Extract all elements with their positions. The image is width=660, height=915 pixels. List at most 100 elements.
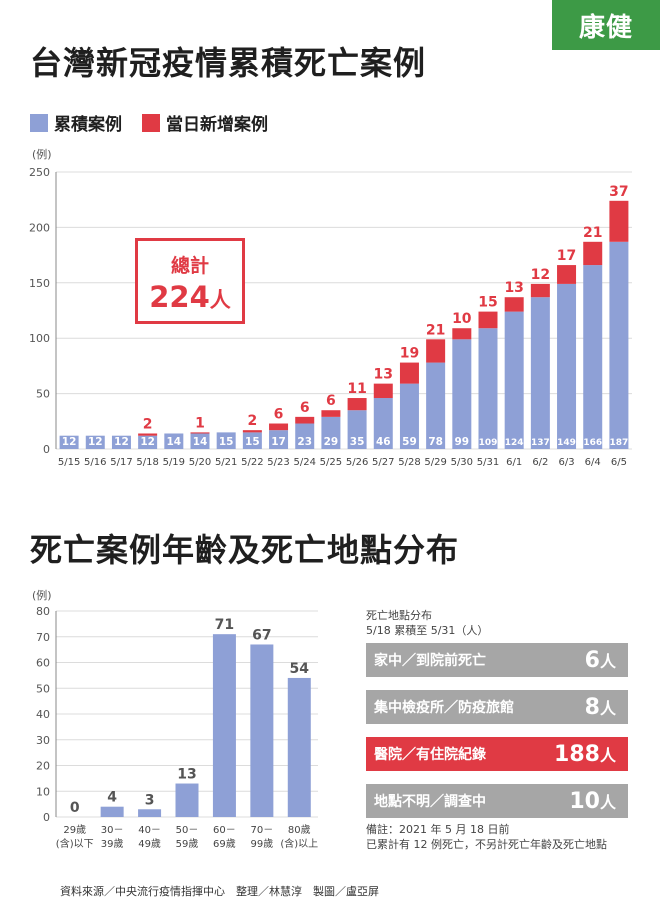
chart-title-deaths: 台灣新冠疫情累積死亡案例	[30, 44, 427, 82]
data-label-cumulative: 12	[114, 436, 129, 448]
data-label-age-group: 54	[290, 661, 310, 677]
data-label-cumulative: 12	[62, 436, 77, 448]
data-label-daily-new: 13	[504, 280, 523, 296]
x-tick-label: 6/1	[506, 457, 522, 468]
x-tick-label-line1: 60－	[213, 825, 236, 836]
bar-daily-new	[321, 410, 341, 417]
legend-label-cumulative: 累積案例	[54, 115, 122, 135]
data-label-daily-new: 13	[374, 367, 393, 383]
y-tick-label: 40	[36, 708, 50, 721]
x-tick-label-line2: 99歲	[250, 837, 273, 850]
cumulative-deaths-chart: (例)050100150200250125/15125/16125/171225…	[29, 147, 632, 468]
bar-cumulative	[557, 283, 577, 449]
chart-title-age-location: 死亡案例年齡及死亡地點分布	[30, 531, 460, 569]
bar-daily-new	[347, 398, 367, 411]
x-tick-label-line2: (含)以上	[280, 837, 318, 850]
bar-daily-new	[190, 432, 210, 434]
x-tick-label: 5/27	[372, 457, 394, 468]
data-label-cumulative: 59	[402, 436, 417, 448]
x-tick-label: 5/29	[424, 457, 446, 468]
bar-cumulative	[478, 328, 498, 449]
data-label-cumulative: 166	[583, 438, 602, 448]
data-label-age-group: 71	[215, 617, 234, 633]
x-tick-label: 5/26	[346, 457, 368, 468]
x-tick-label: 5/22	[241, 457, 263, 468]
data-label-daily-new: 21	[583, 225, 602, 241]
x-tick-label-line1: 30－	[101, 825, 124, 836]
bar-cumulative	[59, 435, 79, 449]
bar-daily-new	[269, 423, 289, 431]
x-tick-label: 5/31	[477, 457, 499, 468]
data-label-cumulative: 35	[350, 436, 365, 448]
bar-daily-new	[478, 311, 498, 329]
location-list: 家中／到院前死亡 6人 集中檢疫所／防疫旅館 8人 醫院／有住院紀錄 188人 …	[366, 643, 628, 831]
x-tick-label: 6/5	[611, 457, 627, 468]
y-tick-label: 200	[29, 221, 50, 234]
bar-daily-new	[504, 297, 524, 312]
bar-cumulative	[190, 433, 210, 449]
note: 備註：2021 年 5 月 18 日前 已累計有 12 例死亡，不另計死亡年齡及…	[366, 823, 607, 851]
y-tick-label: 250	[29, 166, 50, 179]
data-label-age-group: 0	[70, 800, 80, 816]
data-label-cumulative: 124	[505, 438, 524, 448]
bar-daily-new	[609, 200, 629, 242]
y-tick-label: 0	[43, 443, 50, 456]
y-tick-label: 100	[29, 332, 50, 345]
y-tick-label: 150	[29, 277, 50, 290]
data-label-daily-new: 2	[143, 416, 153, 432]
x-tick-label-line1: 29歲	[63, 823, 86, 836]
data-label-cumulative: 17	[271, 436, 286, 448]
legend-item-daily-new: 當日新增案例	[142, 110, 268, 135]
age-distribution-chart: (例) 0 10 20 30 40 50 60 70 80 0 29歲(含)以下 4 30－39歲 3 40－…	[32, 588, 318, 850]
bar-age-group	[138, 809, 162, 817]
x-tick-label: 5/18	[136, 457, 158, 468]
data-label-cumulative: 23	[297, 436, 312, 448]
data-label-cumulative: 14	[193, 436, 208, 448]
data-label-daily-new: 10	[452, 311, 472, 327]
x-tick-label-line2: 69歲	[213, 837, 236, 850]
y-tick-label: 50	[36, 682, 50, 695]
location-item-unknown: 地點不明／調查中 10人	[366, 784, 628, 818]
bar-daily-new	[295, 416, 315, 424]
y-tick-label: 0	[43, 811, 50, 824]
y-tick-label: 60	[36, 657, 50, 670]
data-label-age-group: 67	[252, 627, 271, 643]
data-label-daily-new: 19	[400, 346, 419, 362]
bar-cumulative	[321, 416, 341, 449]
x-tick-label-line1: 80歲	[288, 823, 311, 836]
data-label-cumulative: 46	[376, 436, 391, 448]
x-tick-label-line1: 70－	[250, 825, 273, 836]
data-label-daily-new: 6	[274, 407, 284, 423]
data-label-age-group: 4	[107, 790, 117, 806]
data-label-cumulative: 15	[219, 436, 234, 448]
y-tick-label: 50	[36, 388, 50, 401]
x-tick-label: 5/16	[84, 457, 106, 468]
bar-cumulative	[452, 339, 472, 449]
bar-cumulative	[164, 433, 184, 449]
legend-label-daily-new: 當日新增案例	[166, 115, 268, 135]
bar-age-group	[175, 783, 199, 817]
bar-daily-new	[583, 241, 603, 266]
bar-cumulative	[373, 398, 393, 449]
x-tick-label-line2: 49歲	[138, 837, 161, 850]
data-label-daily-new: 21	[426, 322, 445, 338]
data-label-cumulative: 137	[531, 438, 550, 448]
y-tick-label: 30	[36, 734, 50, 747]
bar-age-group	[250, 644, 274, 817]
bar-cumulative	[242, 432, 262, 449]
bar-daily-new	[557, 265, 577, 284]
bar-cumulative	[269, 430, 289, 449]
bar-cumulative	[583, 265, 603, 449]
x-tick-label: 5/15	[58, 457, 80, 468]
bar-cumulative	[399, 383, 419, 449]
bar-age-group	[287, 677, 311, 817]
x-tick-label-line1: 50－	[176, 825, 199, 836]
bar-cumulative	[504, 311, 524, 449]
data-label-cumulative: 78	[428, 436, 443, 448]
x-tick-label-line2: (含)以下	[56, 837, 94, 850]
data-label-cumulative: 149	[557, 438, 576, 448]
bar-daily-new	[242, 430, 262, 433]
x-tick-label: 5/17	[110, 457, 132, 468]
x-tick-label: 5/23	[267, 457, 289, 468]
x-tick-label: 6/2	[532, 457, 548, 468]
